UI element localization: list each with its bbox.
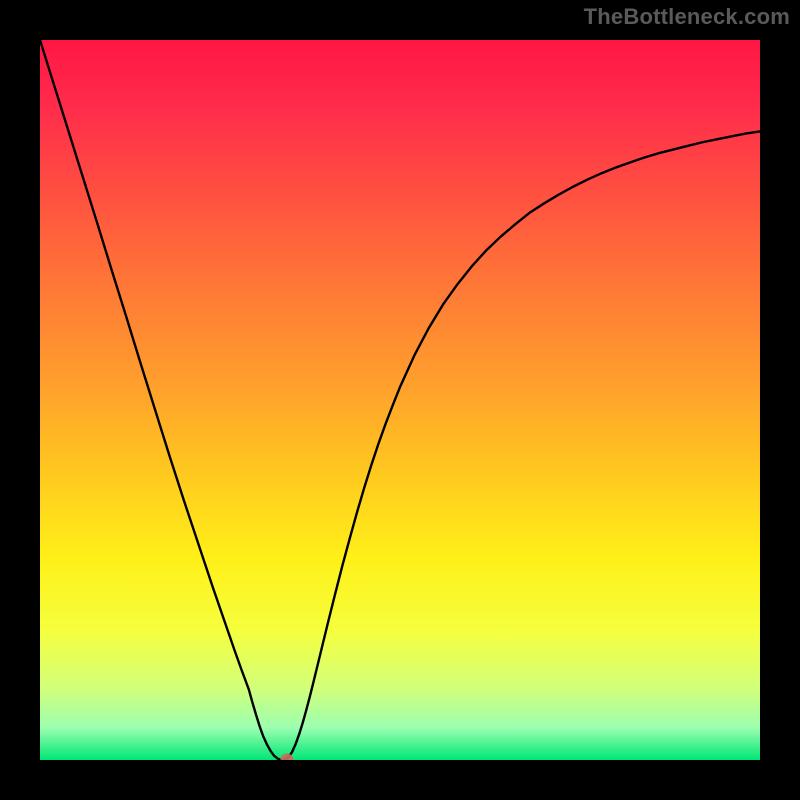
chart-frame: TheBottleneck.com <box>0 0 800 800</box>
watermark-label: TheBottleneck.com <box>584 4 790 30</box>
bottleneck-chart <box>40 40 760 760</box>
plot-background <box>40 40 760 760</box>
